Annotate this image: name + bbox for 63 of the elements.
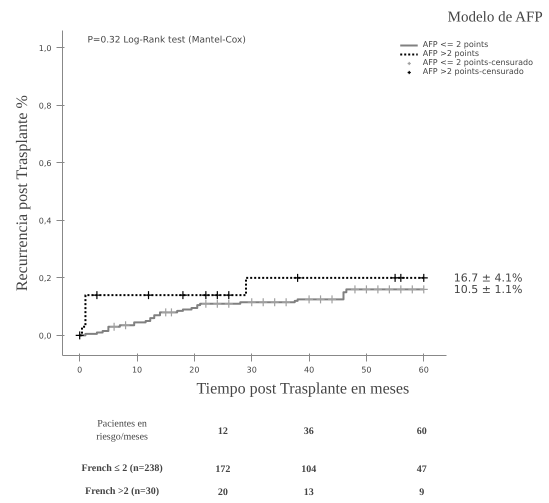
text: Pacientes en riesgo/meses [96,418,148,443]
text: 47 [416,464,427,475]
point [384,284,394,294]
legend-label: AFP <= 2 points [422,40,488,49]
x-tick-label: 10 [132,366,142,374]
x-tick-label: 50 [361,366,372,374]
text: Modelo de AFP [448,10,543,26]
annotation: 16.7 ± 4.1% [454,271,522,284]
point [408,284,417,294]
point [350,284,360,294]
point [247,298,256,307]
point [201,299,210,308]
legend-label: AFP >2 points-censurado [422,67,524,76]
x-tick-label: 40 [304,366,314,374]
point [212,290,222,300]
point [327,294,337,304]
point [120,320,130,330]
point [75,330,84,340]
text: 13 [304,487,314,498]
point [362,284,372,294]
x-axis-title: Tiempo post Trasplante en meses [196,380,410,398]
point [419,273,428,282]
point [166,308,176,317]
y-tick-label: 0,6 [38,158,52,168]
point [161,308,170,317]
text: 20 [218,487,228,498]
point [224,299,234,308]
y-tick-label: 0,8 [38,101,52,110]
point [258,298,268,307]
point [419,284,428,294]
x-tick-label: 20 [189,366,200,374]
point [304,294,314,304]
x-tick-label: 60 [418,366,429,374]
text: 172 [215,464,230,475]
point [178,290,188,300]
text: 36 [304,426,314,437]
annotation: P=0.32 Log-Rank test (Mantel-Cox) [88,36,246,46]
x-tick-label: 30 [246,366,257,374]
point [373,284,382,294]
text: French ≤ 2 (n=238) [81,463,163,474]
x-tick-label: 0 [77,366,82,374]
point [396,273,406,282]
y-axis-title: Recurrencia post Trasplante % [14,95,31,292]
point [396,284,406,294]
text: 60 [416,426,427,437]
y-tick-label: 0,4 [38,216,52,226]
point [212,299,222,308]
point [316,294,326,304]
point [201,290,210,300]
point [293,273,302,282]
point [282,298,291,307]
text: French >2 (n=30) [85,486,160,497]
text: 9 [419,487,424,498]
legend-label: AFP <= 2 points-censurado [422,58,533,67]
legend-label: AFP >2 points [422,49,480,58]
text: 12 [218,426,228,437]
y-tick-label: 0,0 [38,331,52,340]
point [110,322,119,332]
y-tick-label: 1,0 [38,44,52,53]
text: 104 [301,464,316,475]
point [270,298,280,307]
annotation: 10.5 ± 1.1% [454,282,522,296]
y-tick-label: 0,2 [38,274,52,283]
